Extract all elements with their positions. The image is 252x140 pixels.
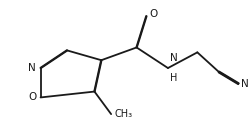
Text: N: N (28, 63, 36, 73)
Text: O: O (149, 9, 158, 19)
Text: O: O (28, 92, 37, 102)
Text: H: H (170, 73, 177, 83)
Text: N: N (170, 53, 178, 63)
Text: N: N (241, 79, 249, 89)
Text: CH₃: CH₃ (114, 109, 132, 119)
